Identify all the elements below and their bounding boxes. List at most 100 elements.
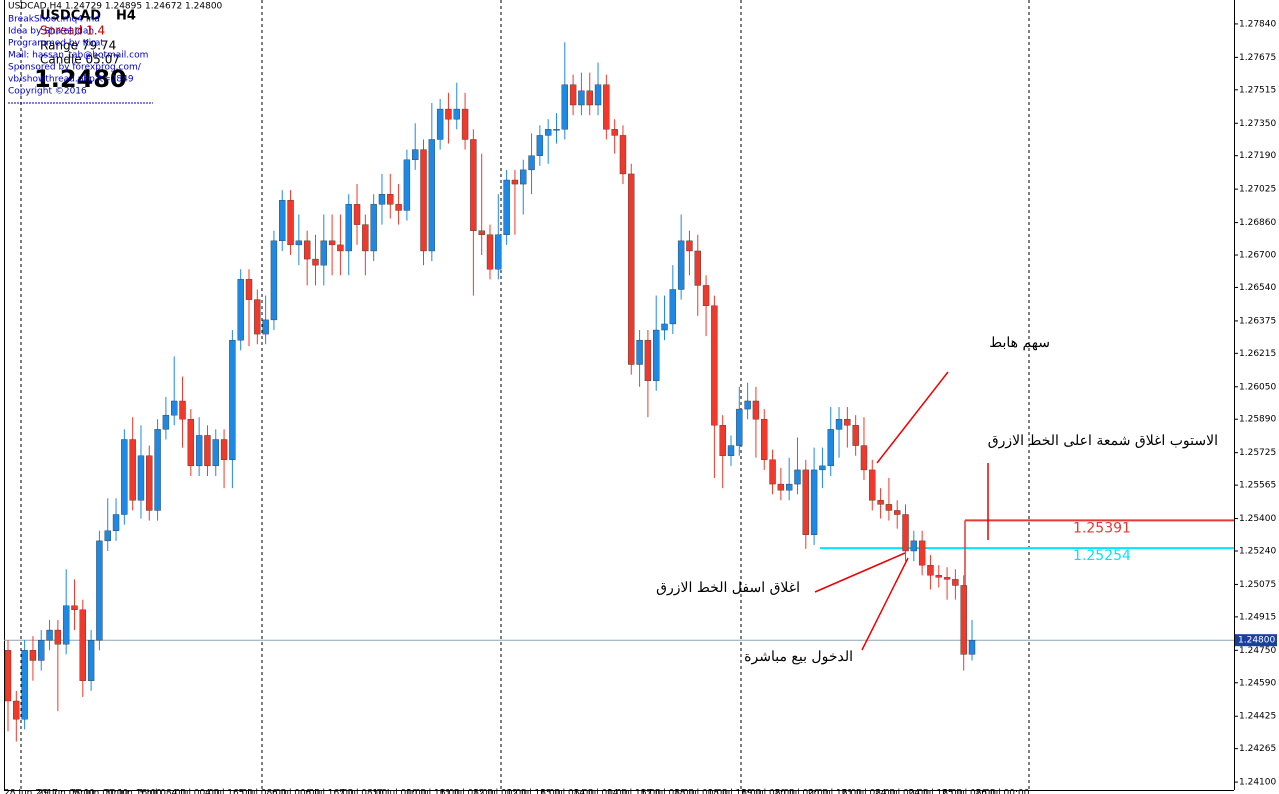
candle-body — [54, 629, 62, 645]
candle-body — [137, 455, 145, 501]
candle-body — [677, 240, 685, 290]
candle-body — [686, 240, 693, 252]
candle-body — [943, 577, 951, 580]
current-price-label: 1.24800 — [1238, 636, 1275, 646]
y-tick-label: 1.27675 — [1239, 53, 1276, 63]
candle-timer: Candle 05:07 — [40, 53, 120, 67]
x-tick-label: 28 Jun 2017 — [4, 789, 58, 794]
candle-body — [445, 108, 452, 120]
y-tick-label: 1.27190 — [1239, 151, 1276, 161]
credit-line: Mail: hassan_tab@hotmail.com — [8, 51, 148, 61]
candle-body — [852, 425, 859, 446]
big-price: 1.2480 — [34, 65, 127, 93]
y-tick-label: 1.25890 — [1239, 415, 1276, 425]
candle-body — [453, 108, 460, 120]
y-tick-label: 1.26540 — [1239, 283, 1276, 293]
candle-body — [270, 240, 278, 321]
y-tick-label: 1.26375 — [1239, 316, 1276, 326]
candle-body — [195, 435, 203, 467]
candle-body — [752, 400, 760, 420]
x-tick-label: 3 Jul 08:00 — [138, 789, 187, 794]
y-tick-label: 1.25565 — [1239, 481, 1276, 491]
candle-body — [694, 250, 701, 286]
candle-body — [653, 329, 660, 381]
annotation-lines — [814, 371, 989, 651]
y-tick-label: 1.24100 — [1239, 778, 1276, 788]
candle-body — [794, 469, 801, 485]
x-tick-label: 30 Jun 16:00 — [105, 789, 162, 794]
candle-body — [112, 514, 120, 531]
candle-body — [553, 129, 560, 131]
candle-body — [727, 445, 735, 456]
candle-body — [220, 439, 228, 460]
candle-body — [162, 414, 170, 430]
candle-body — [353, 204, 361, 225]
y-tick-label: 1.27350 — [1239, 119, 1276, 129]
candle-body — [312, 258, 319, 266]
candle-body — [387, 194, 394, 205]
pointer — [861, 557, 909, 651]
candle-body — [744, 400, 751, 410]
candle-body — [869, 469, 876, 501]
candle-body — [910, 540, 918, 552]
candle-body — [436, 108, 444, 140]
candle-body — [229, 339, 236, 460]
y-tick-label: 1.26700 — [1239, 251, 1276, 261]
candle-body — [104, 530, 111, 542]
candle-body — [295, 240, 303, 246]
x-tick-label: 26 Jul 00:00 — [976, 789, 1030, 794]
y-tick-label: 1.27515 — [1239, 85, 1276, 95]
candle-body — [877, 500, 884, 505]
candle-body — [154, 429, 161, 511]
x-tick-label: 6 Jul 16:00 — [306, 789, 355, 794]
candle-body — [486, 234, 494, 270]
candle-body — [62, 605, 70, 645]
y-tick-label: 1.24750 — [1239, 646, 1276, 656]
level-label: 1.25391 — [1073, 520, 1131, 536]
candle-body — [827, 429, 834, 467]
candle-body — [345, 204, 352, 252]
y-tick-label: 1.24265 — [1239, 744, 1276, 754]
candle-body — [769, 459, 776, 485]
y-tick-label: 1.24590 — [1239, 678, 1276, 688]
candle-body — [4, 650, 12, 702]
candle-body — [619, 135, 627, 175]
pointer — [814, 552, 906, 593]
pair: USDCAD — [40, 9, 101, 24]
candle-body — [844, 419, 851, 426]
level-label: 1.25254 — [1073, 548, 1131, 564]
x-tick-label: 12 Jul 00:00 — [473, 789, 527, 794]
y-tick-label: 1.26050 — [1239, 382, 1276, 392]
candle-body — [719, 425, 726, 456]
candle-body — [378, 194, 386, 205]
candle-body — [303, 240, 311, 260]
candle-body — [669, 289, 677, 325]
candle-body — [860, 445, 868, 471]
credit-line: Copyright ©2016 — [8, 87, 87, 97]
plot — [4, 42, 1234, 742]
candle-body — [71, 605, 78, 610]
candle-body — [902, 514, 909, 552]
credits: BreakShoot.mq4 Ind Idea by Sha'el Jdah Pro… — [8, 15, 148, 97]
credit-line: BreakShoot.mq4 Ind — [8, 15, 100, 25]
timeframe: H4 — [116, 9, 136, 24]
candle-body — [611, 129, 618, 136]
y-tick-label: 1.24425 — [1239, 712, 1276, 722]
x-tick-label: 30 Jun 00:00 — [71, 789, 128, 794]
candle-body — [420, 149, 427, 252]
spread: Spread 1.4 — [40, 24, 105, 38]
annotation: سهم هابط — [989, 335, 1050, 351]
x-tick-label: 20 Jul 00:00 — [775, 789, 829, 794]
candle-body — [187, 419, 195, 467]
x-tick-label: 6 Jul 00:00 — [272, 789, 321, 794]
candle-body — [46, 629, 53, 641]
candle-body — [470, 139, 477, 231]
candle-body — [661, 323, 668, 331]
candle-body — [96, 540, 103, 641]
x-tick-label: 24 Jul 00:00 — [875, 789, 929, 794]
y-tick-label: 1.24915 — [1239, 612, 1276, 622]
candle-body — [179, 400, 186, 420]
candle-body — [960, 585, 967, 655]
candle-body — [520, 169, 527, 185]
